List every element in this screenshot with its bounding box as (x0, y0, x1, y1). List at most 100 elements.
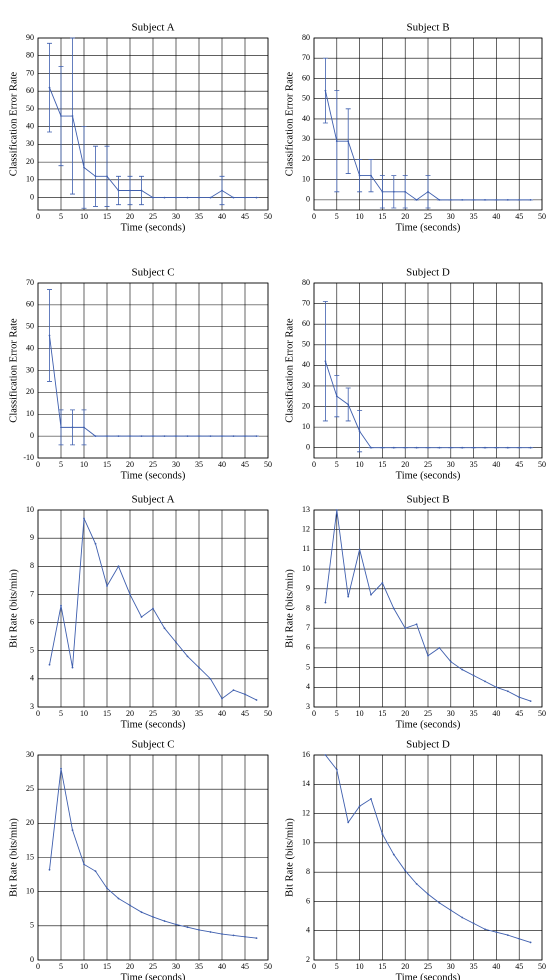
point (392, 853, 395, 856)
y-tick-label: 0 (30, 431, 34, 440)
y-tick-label: 6 (306, 643, 310, 652)
point (449, 198, 452, 201)
y-tick-label: 2 (306, 955, 310, 964)
point (60, 115, 62, 117)
y-tick-label: 14 (302, 779, 310, 788)
x-tick-label: 0 (36, 212, 40, 221)
point (415, 198, 418, 201)
x-tick-label: 40 (492, 962, 500, 971)
point (198, 196, 200, 199)
x-tick-label: 50 (264, 709, 272, 718)
point (129, 435, 131, 438)
point (518, 198, 521, 201)
y-tick-label: 9 (306, 584, 310, 593)
x-tick-label: 10 (80, 962, 88, 971)
point (506, 198, 509, 201)
x-tick-label: 15 (103, 212, 111, 221)
point (94, 870, 97, 873)
y-tick-label: 15 (26, 852, 34, 861)
point (255, 937, 258, 940)
point (449, 660, 452, 663)
y-axis-label: Bit Rate (bits/min) (8, 569, 19, 648)
y-tick-label: 20 (26, 157, 34, 166)
x-tick-label: 20 (126, 460, 134, 469)
point (484, 928, 486, 931)
point (106, 887, 108, 890)
point (140, 435, 143, 438)
point (461, 198, 464, 201)
chart: 0 5 10 15 20 25 30 35 40 45 50-10010203040506070Su… (8, 267, 272, 482)
x-tick-label: 25 (424, 709, 432, 718)
point (358, 174, 361, 177)
y-tick-label: 0 (306, 195, 310, 204)
point (175, 196, 177, 199)
chart: 0 5 10 15 20 25 30 35 40 45 50 2 4 6 8 10 12 14 16 Subject … (284, 739, 546, 980)
x-tick-label: 40 (492, 212, 500, 221)
y-tick-label: 0 (306, 443, 310, 452)
point (495, 931, 498, 934)
y-tick-label: 70 (302, 298, 310, 307)
point (518, 446, 521, 449)
y-tick-label: 80 (302, 278, 310, 287)
point (140, 616, 143, 618)
point (404, 190, 407, 193)
y-tick-label: 10 (26, 409, 34, 418)
point (484, 680, 486, 683)
x-tick-label: 30 (172, 962, 180, 971)
x-axis-label: Time (seconds) (396, 470, 461, 481)
point (461, 446, 464, 449)
x-tick-label: 10 (356, 212, 364, 221)
chart-title: Subject B (406, 22, 449, 34)
y-tick-label: 12 (302, 808, 310, 817)
point (83, 426, 85, 429)
y-tick-label: 50 (302, 340, 310, 349)
y-tick-label: 50 (26, 322, 34, 331)
x-tick-label: 50 (538, 962, 546, 971)
x-axis-label: Time (seconds) (121, 222, 186, 233)
y-tick-label: 8 (306, 603, 310, 612)
y-tick-label: 70 (26, 278, 34, 287)
point (186, 435, 189, 438)
point (392, 190, 395, 193)
y-tick-label: 25 (26, 784, 34, 793)
y-tick-label: 7 (306, 623, 310, 632)
point (506, 690, 509, 693)
point (495, 446, 498, 449)
point (163, 196, 166, 199)
chart: 0 5 10 15 20 25 30 35 40 45 50345678910111213Subje… (284, 494, 546, 731)
point (449, 909, 452, 912)
point (129, 593, 131, 596)
point (186, 926, 189, 929)
x-axis-label: Time (seconds) (121, 470, 186, 481)
x-tick-label: 50 (264, 460, 272, 469)
y-tick-label: 11 (302, 544, 310, 553)
x-tick-label: 10 (356, 962, 364, 971)
x-tick-label: 25 (149, 212, 157, 221)
x-tick-label: 45 (515, 962, 523, 971)
y-tick-label: 10 (302, 838, 310, 847)
point (347, 403, 350, 406)
x-tick-label: 40 (218, 460, 226, 469)
point (152, 916, 154, 918)
y-tick-label: 16 (302, 750, 310, 759)
y-tick-label: -10 (23, 453, 34, 462)
y-tick-label: 4 (30, 674, 34, 683)
x-tick-label: 45 (241, 460, 249, 469)
x-tick-label: 15 (378, 709, 386, 718)
x-tick-label: 25 (424, 460, 432, 469)
point (71, 115, 74, 117)
point (529, 700, 532, 702)
x-tick-label: 5 (59, 212, 63, 221)
x-tick-label: 0 (36, 709, 40, 718)
point (209, 435, 212, 438)
point (472, 922, 475, 925)
point (198, 929, 200, 931)
point (347, 140, 350, 143)
chart-title: Subject C (131, 267, 174, 279)
x-tick-label: 30 (447, 709, 455, 718)
point (472, 446, 475, 449)
y-tick-label: 50 (26, 104, 34, 113)
x-axis-label: Time (seconds) (121, 719, 186, 730)
y-tick-label: 60 (26, 86, 34, 95)
x-tick-label: 25 (424, 212, 432, 221)
